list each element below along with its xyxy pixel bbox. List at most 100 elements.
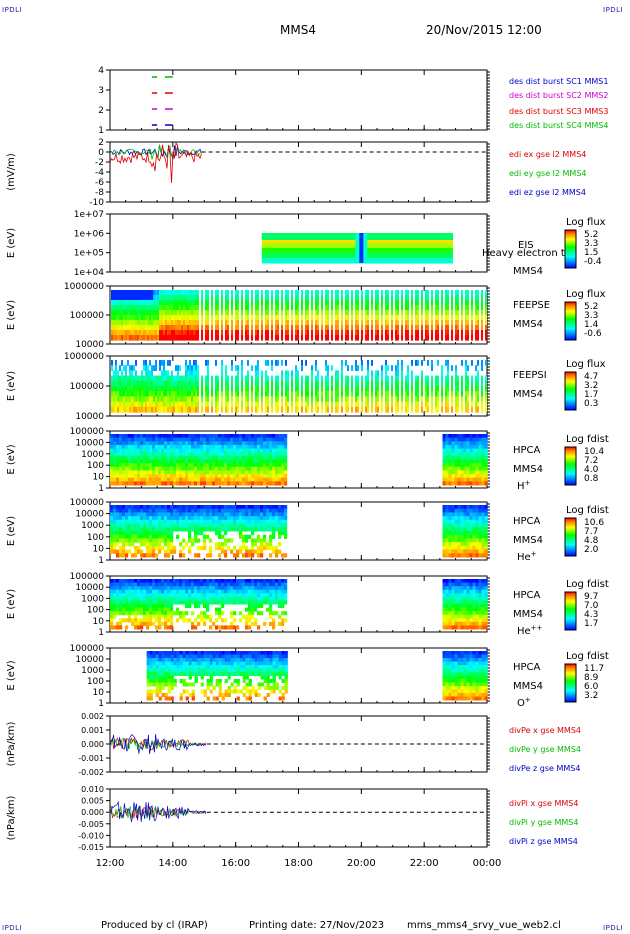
hpca-cell [167,531,171,536]
feeps-cell [351,375,353,382]
hpca-cell [212,434,216,439]
feeps-cell [211,315,213,321]
hpca-cell [182,455,186,460]
feeps-cell [237,305,239,311]
feeps-cell [355,320,357,326]
feeps-cell [407,300,409,306]
hpca-cell [110,455,114,460]
hpca-cell [245,519,249,525]
hpca-cell [451,508,455,513]
feeps-cell [295,370,297,377]
feeps-cell [227,391,229,397]
feeps-cell [281,406,283,413]
feeps-cell [411,406,413,413]
feeps-cell [415,360,417,366]
feeps-cell [123,401,125,408]
hpca-cell [167,455,171,460]
hpca-cell [170,455,174,460]
hpca-cell [206,534,210,539]
hpca-cell [164,434,168,439]
feeps-cell [161,295,163,301]
hpca-cell [146,481,150,486]
hpca-cell [200,448,204,453]
feeps-cell [211,401,213,408]
feeps-cell [245,335,247,341]
hpca-cell [257,470,261,475]
y-tick-label: 1e+04 [74,268,105,278]
hpca-cell [463,538,467,543]
feeps-cell [163,365,165,371]
feeps-cell [173,295,175,301]
hpca-cell [176,474,180,479]
feeps-cell [177,330,179,336]
feeps-cell [291,406,293,413]
hpca-cell [463,481,467,486]
hpca-cell [170,434,174,439]
hpca-cell [257,519,261,525]
feeps-cell [351,380,353,387]
feeps-cell [321,396,323,403]
feeps-cell [361,305,363,311]
feeps-cell [377,406,379,413]
hpca-cell [122,593,126,598]
hpca-cell [466,477,470,482]
feeps-cell [149,330,151,336]
hpca-cell [191,470,195,475]
y-tick-label: 10000 [75,583,104,593]
hpca-cell [134,434,138,439]
hpca-cell [472,481,476,486]
feeps-cell [357,365,359,371]
hpca-cell [122,455,126,460]
feeps-cell [307,300,309,306]
feeps-cell [247,315,249,321]
hpca-cell [146,459,150,464]
feeps-cell [111,375,113,382]
hpca-cell [469,466,473,471]
feeps-cell [367,401,369,408]
feeps-cell [235,380,237,387]
hpca-cell [475,508,479,513]
feeps-cell [179,380,181,387]
hpca-cell [113,523,117,528]
feeps-cell [395,370,397,377]
hpca-cell [272,534,276,539]
feeps-cell [265,401,267,408]
hpca-cell [134,448,138,453]
hpca-cell [248,481,252,486]
feeps-cell [377,370,379,377]
hpca-cell [161,516,165,521]
feeps-cell [161,290,163,296]
feeps-cell [169,310,171,316]
feeps-cell [149,335,151,341]
feeps-cell [137,330,139,336]
feeps-cell [171,401,173,408]
hpca-cell [448,437,452,442]
feeps-cell [117,401,119,408]
feeps-cell [407,401,409,408]
hpca-cell [125,579,129,584]
hpca-cell [233,545,237,551]
feeps-cell [431,365,433,371]
hpca-cell [131,519,135,525]
feeps-cell [297,305,299,311]
feeps-cell [361,320,363,326]
hpca-cell [478,444,482,450]
feeps-cell [445,386,447,392]
feeps-cell [397,375,399,382]
feeps-cell [215,325,217,331]
feeps-cell [401,401,403,408]
feeps-cell [451,320,453,326]
feeps-cell [355,335,357,341]
feeps-cell [317,370,319,377]
feeps-cell [165,305,167,311]
feeps-cell [341,396,343,403]
feeps-cell [367,380,369,387]
hpca-cell [448,463,452,468]
hpca-cell [251,508,255,513]
feeps-cell [397,335,399,341]
hpca-cell [272,441,276,446]
feeps-cell [475,325,477,331]
feeps-cell [337,310,339,316]
hpca-cell [284,516,288,521]
hpca-cell [451,531,455,536]
